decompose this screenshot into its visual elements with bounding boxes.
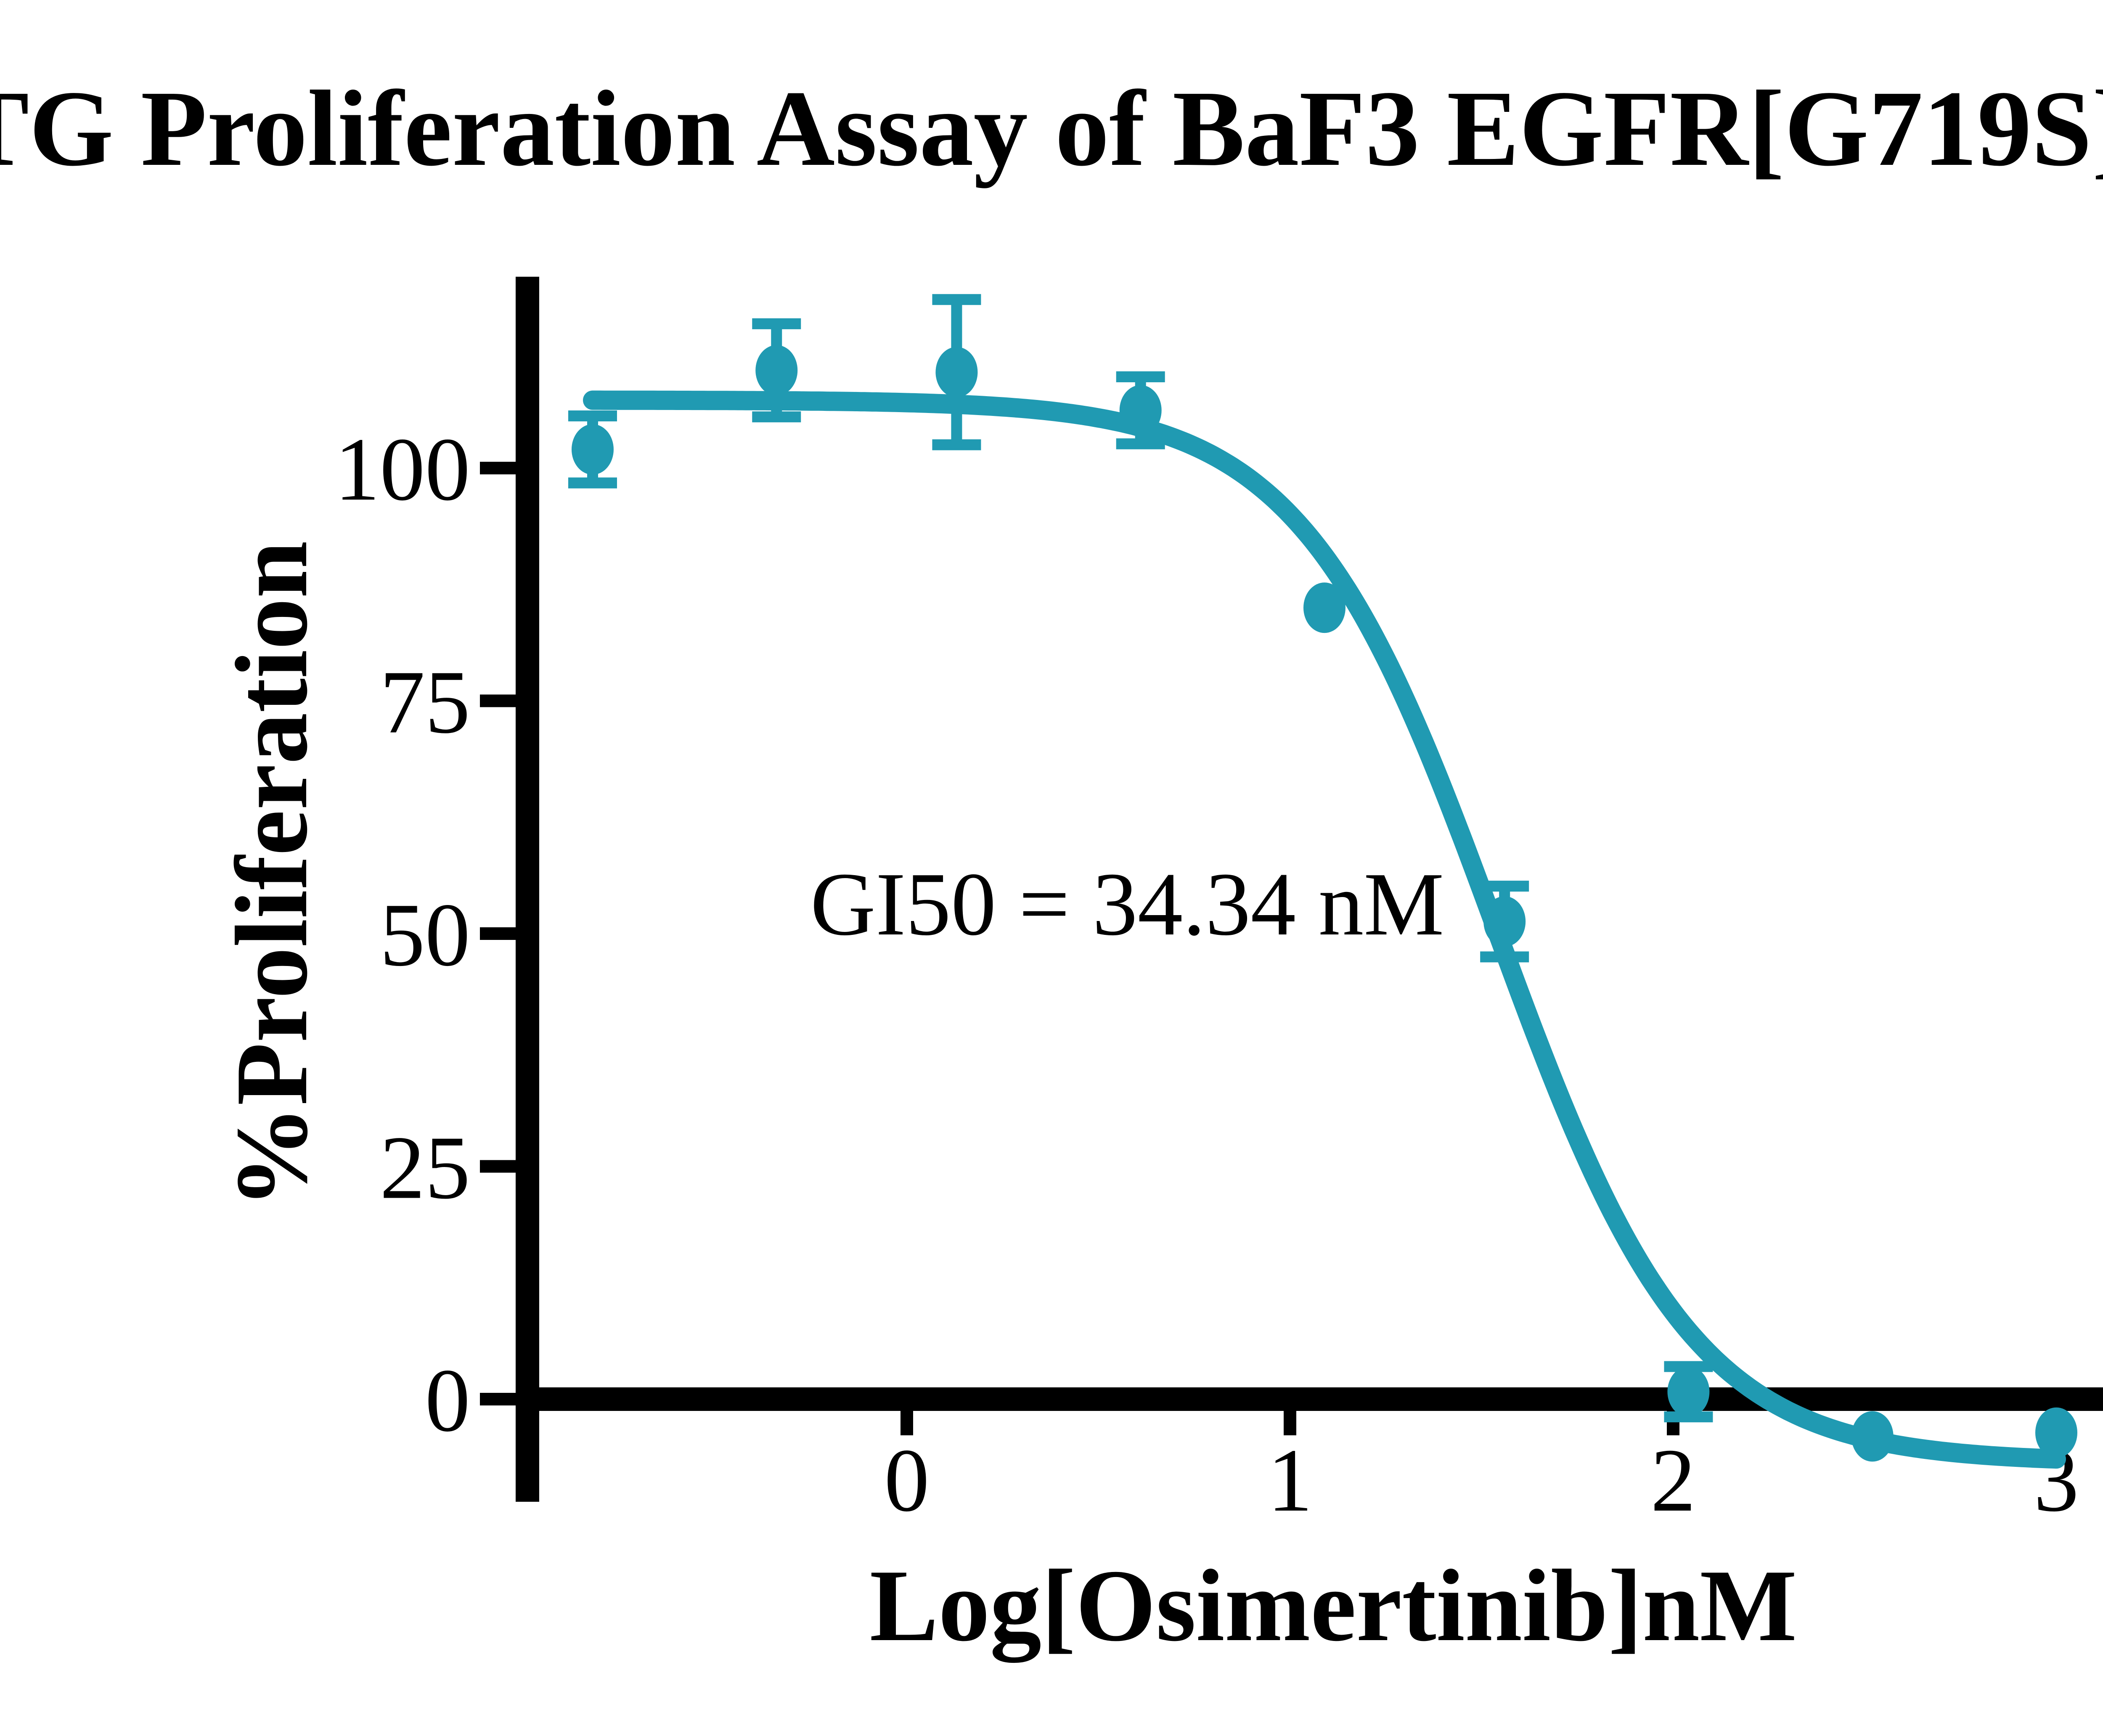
fit-curve bbox=[583, 390, 2066, 1469]
data-point bbox=[1851, 1411, 1894, 1462]
x-tick-label: 0 bbox=[884, 1430, 930, 1530]
y-axis-label: %Proliferation bbox=[215, 541, 328, 1209]
data-point bbox=[1483, 896, 1526, 947]
x-axis-label: Log[Osimertinib]nM bbox=[870, 1548, 1797, 1663]
data-point bbox=[935, 347, 978, 397]
data-points bbox=[571, 345, 2077, 1462]
data-point bbox=[1667, 1366, 1710, 1417]
y-tick-label: 50 bbox=[380, 884, 470, 985]
x-tick-label: 1 bbox=[1267, 1430, 1313, 1530]
gi50-annotation: GI50 = 34.34 nM bbox=[810, 854, 1444, 954]
y-tick-label: 0 bbox=[425, 1350, 471, 1450]
data-point bbox=[571, 424, 614, 475]
data-point bbox=[2035, 1407, 2077, 1458]
x-tick-label: 2 bbox=[1650, 1430, 1696, 1530]
y-tick-label: 25 bbox=[380, 1117, 470, 1218]
y-tick-label: 100 bbox=[335, 419, 471, 519]
chart-title: CTG Proliferation Assay of BaF3 EGFR[G71… bbox=[0, 68, 2103, 188]
dose-response-curve bbox=[583, 390, 2066, 1469]
data-point bbox=[755, 345, 798, 396]
data-point bbox=[1303, 582, 1345, 633]
data-point bbox=[1119, 385, 1162, 436]
y-tick-label: 75 bbox=[380, 652, 470, 752]
